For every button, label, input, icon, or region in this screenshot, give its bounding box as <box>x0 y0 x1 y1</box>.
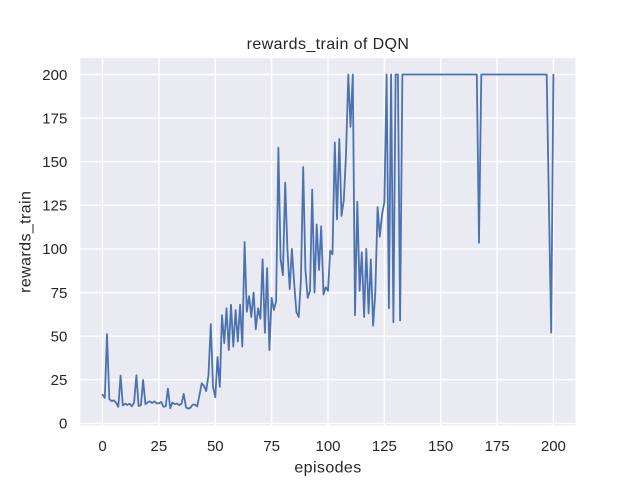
svg-text:100: 100 <box>315 438 340 455</box>
svg-text:0: 0 <box>98 438 106 455</box>
svg-text:0: 0 <box>59 416 67 433</box>
svg-text:75: 75 <box>51 285 68 302</box>
svg-text:175: 175 <box>485 438 510 455</box>
svg-text:episodes: episodes <box>294 460 361 477</box>
svg-text:rewards_train: rewards_train <box>18 191 35 293</box>
svg-text:25: 25 <box>151 438 168 455</box>
svg-text:175: 175 <box>42 110 67 127</box>
svg-text:200: 200 <box>541 438 566 455</box>
svg-text:150: 150 <box>42 154 67 171</box>
svg-text:75: 75 <box>263 438 280 455</box>
svg-text:rewards_train of DQN: rewards_train of DQN <box>247 36 410 53</box>
svg-text:150: 150 <box>428 438 453 455</box>
svg-text:125: 125 <box>42 198 67 215</box>
svg-text:125: 125 <box>372 438 397 455</box>
svg-text:100: 100 <box>42 241 67 258</box>
svg-text:200: 200 <box>42 67 67 84</box>
svg-text:25: 25 <box>51 372 68 389</box>
svg-text:50: 50 <box>51 329 68 346</box>
svg-text:50: 50 <box>207 438 224 455</box>
